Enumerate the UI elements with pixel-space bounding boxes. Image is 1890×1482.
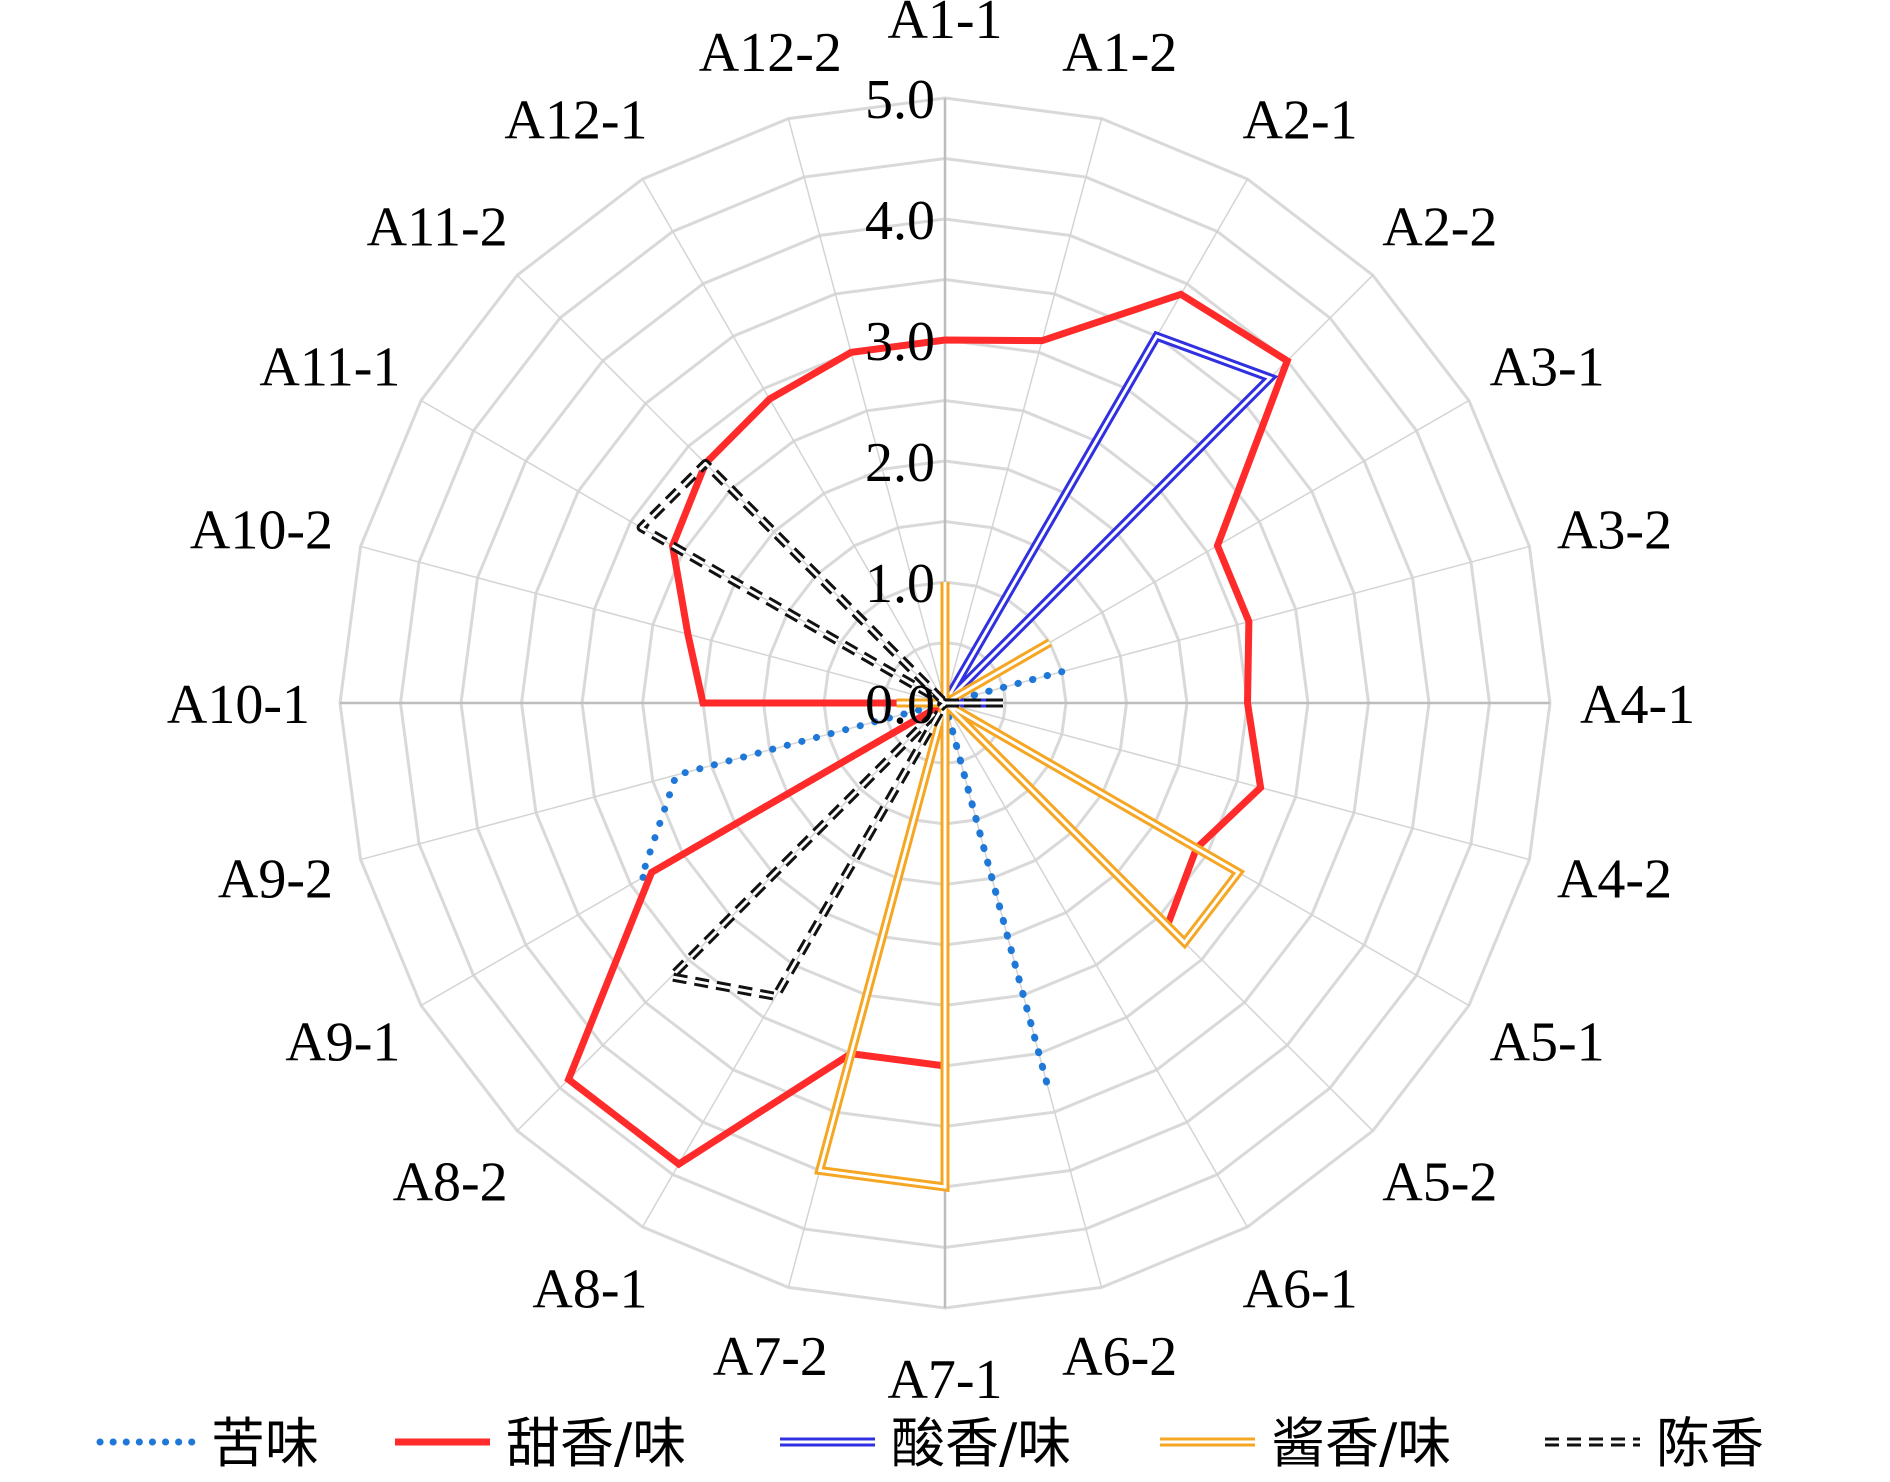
- category-label: A10-1: [167, 674, 310, 736]
- legend: 苦味 甜香/味 酸香/味 酱香/味 陈香: [96, 1412, 1764, 1475]
- series-酸香/味-inner: [937, 334, 1273, 706]
- category-label: A3-2: [1557, 499, 1672, 561]
- legend-label-陈香: 陈香: [1656, 1412, 1764, 1475]
- legend-label-酸香/味: 酸香/味: [891, 1412, 1071, 1475]
- tick-label: 2.0: [865, 432, 935, 494]
- category-label: A6-1: [1243, 1259, 1358, 1321]
- category-label: A2-2: [1382, 197, 1497, 259]
- series-酱香/味-outer: [814, 582, 1246, 1193]
- grid-spoke: [944, 545, 1530, 704]
- tick-label: 3.0: [865, 311, 935, 373]
- category-label: A3-1: [1490, 337, 1605, 399]
- series-酸香/味-outer: [934, 330, 1279, 712]
- category-label: A8-2: [393, 1151, 508, 1213]
- legend-label-酱香/味: 酱香/味: [1271, 1412, 1451, 1475]
- category-label: A1-1: [887, 0, 1002, 51]
- grid-spoke: [944, 702, 1530, 861]
- category-label: A7-1: [887, 1349, 1002, 1411]
- legend-label-甜香/味: 甜香/味: [506, 1412, 686, 1475]
- grid-spoke: [944, 118, 1103, 704]
- tick-label: 5.0: [865, 69, 935, 131]
- category-label: A4-1: [1580, 674, 1695, 736]
- grid-spoke: [944, 702, 1249, 1228]
- series-酱香/味-inner: [817, 582, 1241, 1189]
- category-label: A5-1: [1490, 1012, 1605, 1074]
- radar-series: [564, 290, 1292, 1193]
- category-label: A2-1: [1243, 89, 1358, 151]
- category-label: A11-1: [259, 337, 400, 399]
- category-labels: A1-1 A1-2 A2-1 A2-2 A3-1 A3-2 A4-1 A4-2 A5-1 A5-2…: [167, 0, 1695, 1411]
- category-label: A9-2: [218, 849, 333, 911]
- category-label: A8-1: [532, 1259, 647, 1321]
- grid-spoke: [641, 178, 946, 704]
- legend-label-苦味: 苦味: [211, 1412, 319, 1475]
- category-label: A9-1: [285, 1012, 400, 1074]
- category-label: A12-2: [699, 22, 842, 84]
- tick-label: 4.0: [865, 190, 935, 252]
- series-陈香-inner: [639, 461, 1007, 998]
- category-label: A7-2: [713, 1326, 828, 1388]
- tick-label: 1.0: [865, 553, 935, 615]
- radial-tick-labels: 0.0 1.0 2.0 3.0 4.0 5.0: [865, 69, 935, 736]
- category-label: A1-2: [1062, 22, 1177, 84]
- grid-spoke: [787, 118, 946, 704]
- grid-spoke: [360, 545, 946, 704]
- category-label: A6-2: [1062, 1326, 1177, 1388]
- category-label: A12-1: [504, 89, 647, 151]
- category-label: A11-2: [367, 197, 508, 259]
- category-label: A4-2: [1557, 849, 1672, 911]
- tick-label: 0.0: [865, 674, 935, 736]
- category-label: A10-2: [190, 499, 333, 561]
- series-甜香/味: [564, 290, 1292, 1169]
- series-苦味: [634, 668, 1063, 1090]
- category-label: A5-2: [1382, 1151, 1497, 1213]
